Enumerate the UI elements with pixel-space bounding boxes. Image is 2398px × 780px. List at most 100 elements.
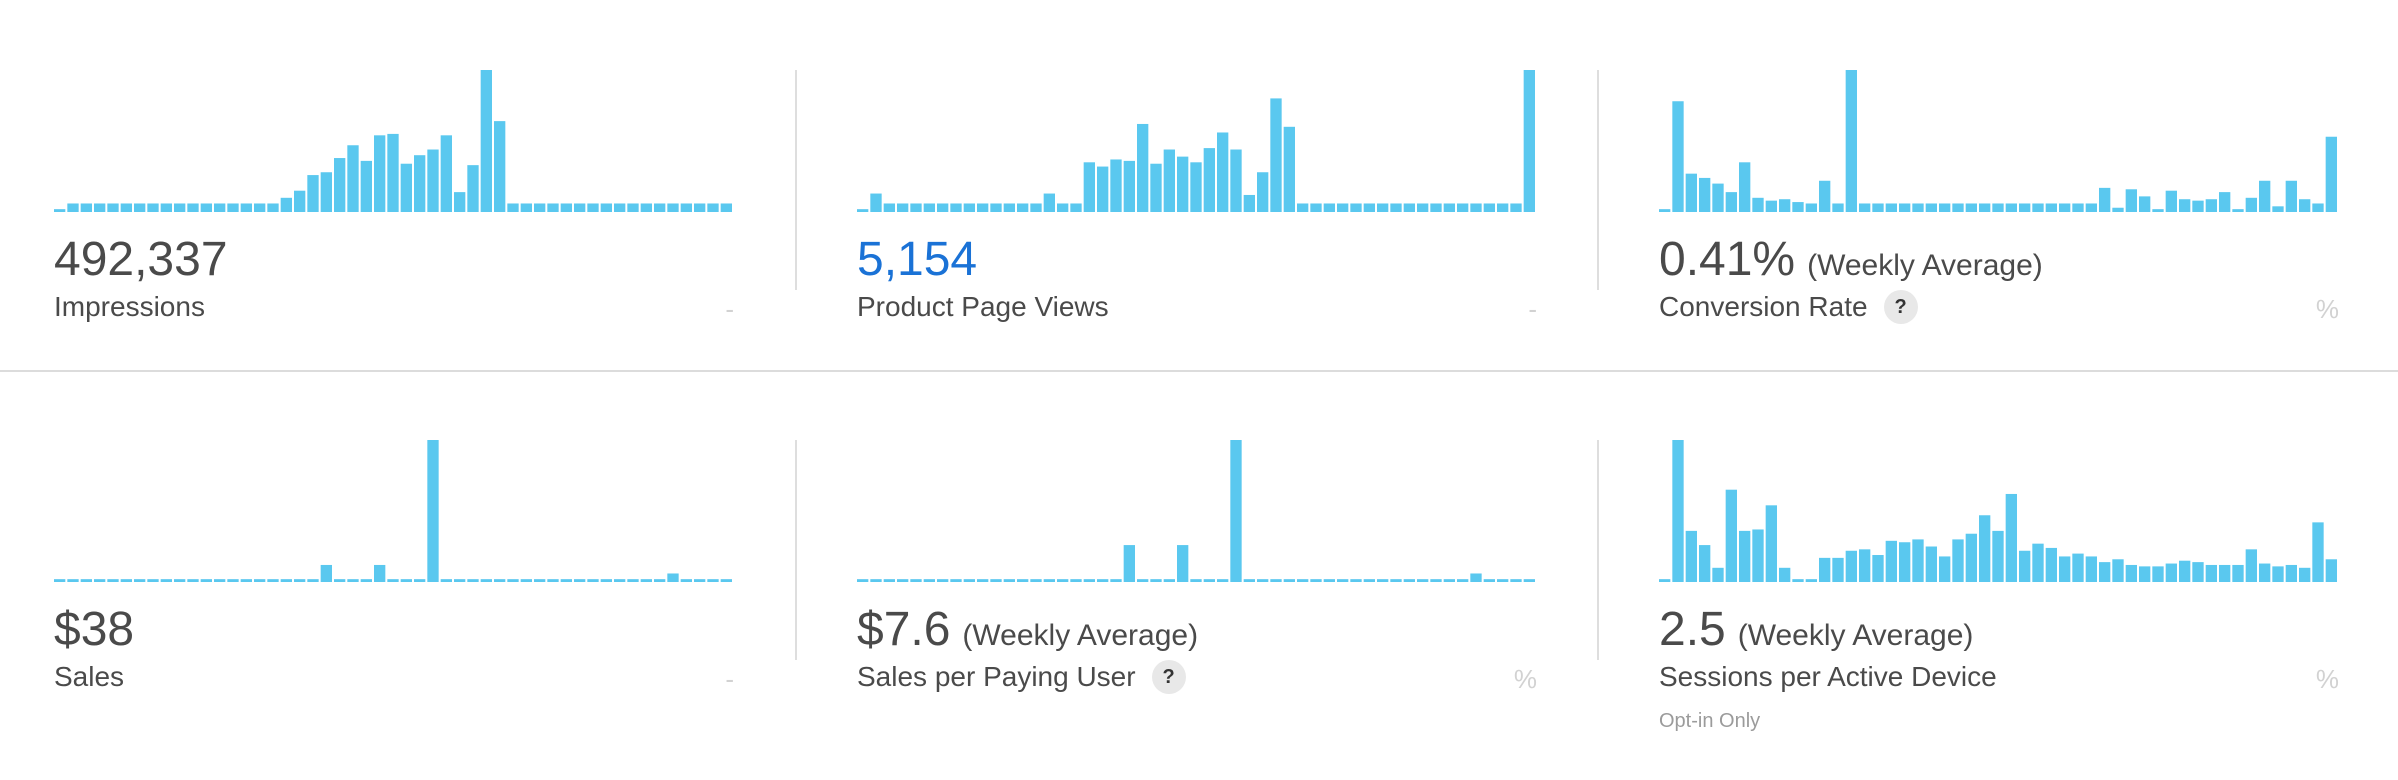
spark-bar	[587, 579, 599, 582]
spark-bar	[990, 203, 1002, 212]
spark-bar	[467, 165, 479, 212]
spark-bar	[2032, 203, 2044, 212]
spark-bar	[950, 203, 962, 212]
spark-bar	[1003, 203, 1015, 212]
spark-bar	[1952, 539, 1964, 582]
spark-bar	[2152, 566, 2164, 582]
spark-bar	[1483, 579, 1495, 582]
spark-bar	[627, 203, 639, 212]
spark-bar	[1310, 203, 1322, 212]
spark-bar	[2245, 549, 2257, 582]
spark-bar	[2205, 564, 2217, 582]
conversion-rate-card[interactable]: 0.41% (Weekly Average) Conversion Rate? %	[1659, 0, 2359, 370]
spark-bar	[1030, 203, 1042, 212]
help-icon[interactable]: ?	[1151, 660, 1186, 694]
spark-bar	[1137, 123, 1149, 212]
spark-bar	[680, 203, 692, 212]
sales-per-paying-user-card[interactable]: $7.6 (Weekly Average) Sales per Paying Us…	[857, 370, 1557, 740]
spark-bar	[1430, 203, 1442, 212]
spark-bar	[1243, 579, 1255, 582]
spark-bar	[1765, 200, 1777, 212]
impressions-card[interactable]: 492,337 Impressions -	[54, 0, 754, 370]
spark-bar	[1885, 540, 1897, 582]
spark-bar	[1390, 579, 1402, 582]
spark-bar	[67, 203, 79, 212]
spark-bar	[467, 579, 479, 582]
spark-bar	[94, 579, 106, 582]
spark-bar	[1283, 126, 1295, 212]
spark-bar	[1899, 203, 1911, 212]
spark-bar	[923, 579, 935, 582]
spark-bar	[200, 203, 212, 212]
spark-bar	[857, 209, 869, 212]
spark-bar	[54, 579, 66, 582]
spark-bar	[1725, 489, 1737, 582]
spark-bar	[200, 579, 212, 582]
spark-bar	[1377, 579, 1389, 582]
spark-bar	[1819, 557, 1831, 582]
spark-bar	[307, 175, 319, 212]
spark-bar	[480, 579, 492, 582]
spark-bar	[1043, 579, 1055, 582]
sessions-per-active-device-value: 2.5 (Weekly Average)	[1659, 603, 1974, 656]
sales-per-paying-user-change: %	[1513, 664, 1537, 694]
spark-bar	[1123, 545, 1135, 582]
sales-card[interactable]: $38 Sales -	[54, 370, 754, 740]
spark-bar	[254, 203, 266, 212]
spark-bar	[427, 149, 439, 212]
spark-bar	[1765, 505, 1777, 582]
spark-bar	[1323, 579, 1335, 582]
spark-bar	[1150, 163, 1162, 212]
spark-bar	[1390, 203, 1402, 212]
spark-bar	[2112, 559, 2124, 582]
spark-bar	[454, 192, 466, 212]
spark-bar	[1417, 203, 1429, 212]
spark-bar	[1672, 101, 1684, 212]
spark-bar	[1885, 203, 1897, 212]
help-icon[interactable]: ?	[1883, 290, 1918, 324]
spark-bar	[440, 579, 452, 582]
spark-bar	[520, 203, 532, 212]
spark-bar	[600, 203, 612, 212]
spark-bar	[1779, 199, 1791, 212]
spark-bar	[667, 203, 679, 212]
spark-bar	[307, 579, 319, 582]
sessions-per-active-device-card[interactable]: 2.5 (Weekly Average) Sessions per Active …	[1659, 370, 2359, 740]
spark-bar	[720, 203, 732, 212]
spark-bar	[910, 579, 922, 582]
spark-bar	[1017, 203, 1029, 212]
spark-bar	[2299, 567, 2311, 582]
spark-bar	[1097, 166, 1109, 212]
spark-bar	[160, 579, 172, 582]
spark-bar	[1685, 530, 1697, 582]
spark-bar	[937, 203, 949, 212]
spark-bar	[1177, 156, 1189, 212]
spark-bar	[1792, 579, 1804, 582]
spark-bar	[1150, 579, 1162, 582]
spark-bar	[2019, 203, 2031, 212]
spark-bar	[1832, 557, 1844, 582]
spark-bar	[547, 579, 559, 582]
spark-bar	[2165, 190, 2177, 212]
spark-bar	[107, 203, 119, 212]
spark-bar	[1443, 203, 1455, 212]
spark-bar	[374, 564, 386, 582]
spark-bar	[694, 579, 706, 582]
spark-bar	[614, 579, 626, 582]
spark-bar	[134, 203, 146, 212]
spark-bar	[120, 579, 132, 582]
spark-bar	[1203, 579, 1215, 582]
metrics-row-bottom: $38 Sales - $7.6 (Weekly Average) Sales p…	[0, 370, 2398, 740]
spark-bar	[2125, 564, 2137, 582]
sales-value: $38	[54, 603, 135, 656]
spark-bar	[1043, 193, 1055, 212]
spark-bar	[2312, 522, 2324, 582]
spark-bar	[1457, 203, 1469, 212]
spark-bar	[507, 579, 519, 582]
spark-bar	[1992, 530, 2004, 582]
spark-bar	[2325, 559, 2337, 582]
spark-bar	[1350, 579, 1362, 582]
spark-bar	[1057, 203, 1069, 212]
product-page-views-card[interactable]: 5,154 Product Page Views -	[857, 0, 1557, 370]
spark-bar	[1912, 203, 1924, 212]
